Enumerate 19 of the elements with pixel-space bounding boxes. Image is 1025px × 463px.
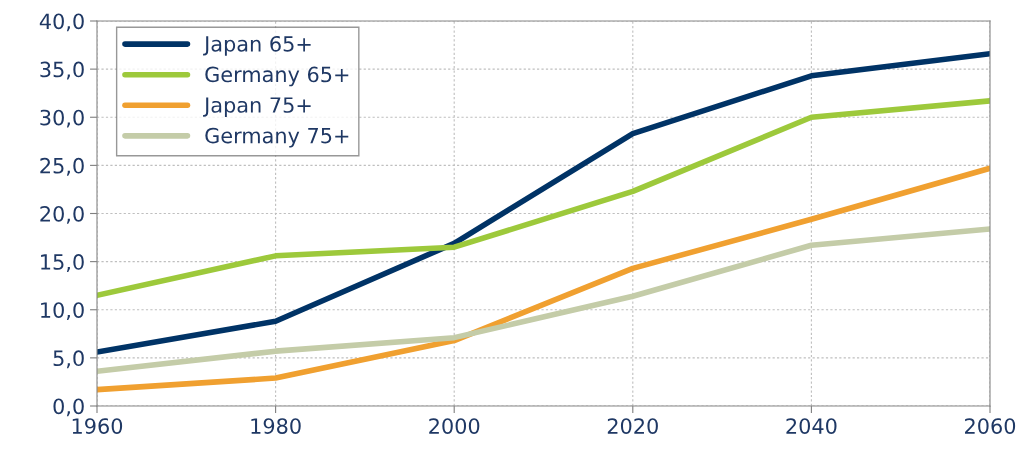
y-tick-label: 20,0 [40,205,84,224]
legend-label: Germany 65+ [205,66,349,87]
x-tick-label: 2060 [965,418,1016,434]
x-tick-label: 2000 [429,418,480,434]
legend-label: Germany 75+ [205,127,349,148]
x-tick-label: 2020 [607,418,658,434]
y-tick-label: 15,0 [41,254,84,272]
x-tick-label: 2040 [786,418,837,434]
y-tick-label: 25,0 [40,157,84,176]
y-tick-label: 35,0 [40,61,84,80]
y-tick-label: 40,0 [39,13,84,32]
legend-label: Japan 75+ [203,97,311,117]
y-tick-label: 0,0 [53,398,84,417]
y-tick-label: 5,0 [53,350,84,369]
y-tick-label: 30,0 [40,109,84,128]
legend-label: Japan 65+ [203,35,311,56]
x-tick-label: 1980 [251,418,301,434]
x-tick-label: 1960 [72,418,123,434]
y-tick-label: 10,0 [41,302,84,321]
